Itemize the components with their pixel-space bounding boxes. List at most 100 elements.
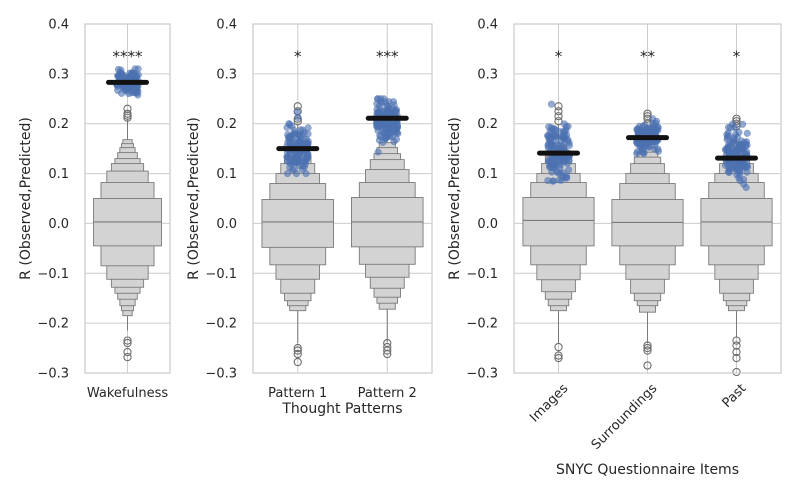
- category-group-pattern-2: ***: [351, 47, 424, 359]
- observed-point: [393, 129, 401, 137]
- y-tick-label: 0.2: [48, 117, 69, 132]
- observed-point: [743, 129, 751, 137]
- null-outlier: [293, 346, 302, 355]
- observed-point: [287, 135, 295, 143]
- observed-point: [562, 126, 570, 134]
- observed-point: [742, 142, 750, 150]
- null-outlier: [554, 112, 563, 121]
- null-outlier: [554, 353, 563, 363]
- observed-point: [386, 125, 394, 133]
- null-outlier: [123, 347, 132, 357]
- null-outlier: [383, 349, 392, 359]
- null-outlier: [123, 104, 132, 113]
- x-tick-label: Pattern 2: [358, 386, 417, 401]
- observed-point: [725, 166, 733, 174]
- observed-point: [742, 184, 750, 192]
- y-tick-label: 0.3: [216, 67, 237, 82]
- observed-point: [557, 137, 565, 145]
- observed-point: [117, 66, 125, 74]
- observed-point: [731, 146, 739, 154]
- observed-point: [387, 109, 395, 117]
- null-outlier: [554, 342, 563, 352]
- observed-point: [283, 157, 291, 165]
- observed-point: [733, 166, 741, 174]
- y-tick-label: 0.1: [216, 167, 237, 182]
- y-tick-label: −0.2: [466, 317, 498, 332]
- chart-panel-2: −0.3 −0.2 −0.1 0.0 0.1 0.2 0.3 0.4 R (Observed,P…: [186, 18, 433, 417]
- null-outlier: [643, 346, 652, 355]
- null-outlier: [293, 357, 302, 367]
- null-outlier: [554, 107, 563, 116]
- y-tick-label: −0.2: [37, 317, 69, 332]
- null-outlier: [554, 351, 563, 360]
- observed-point: [634, 126, 642, 134]
- y-tick-label: −0.1: [37, 267, 69, 282]
- y-axis-label: R (Observed,Predicted): [447, 117, 463, 280]
- observed-point: [633, 150, 641, 158]
- y-tick-label: 0.4: [216, 18, 237, 33]
- observed-point: [544, 140, 552, 148]
- observed-point: [722, 145, 730, 153]
- observed-point: [382, 98, 390, 106]
- observed-point: [651, 119, 659, 127]
- null-outlier: [643, 343, 652, 353]
- observed-point: [131, 65, 139, 73]
- y-tick-label: −0.2: [205, 317, 237, 332]
- y-tick-label: −0.3: [466, 367, 498, 382]
- plot-frame: [84, 23, 171, 374]
- observed-point: [375, 136, 383, 144]
- significance-label: **: [640, 47, 656, 65]
- observed-point: [304, 124, 312, 132]
- observed-point: [301, 157, 309, 165]
- observed-point: [544, 156, 552, 164]
- observed-point: [547, 100, 555, 108]
- null-outlier: [123, 352, 132, 362]
- null-outlier: [732, 353, 741, 363]
- observed-point: [295, 131, 303, 139]
- observed-point: [374, 148, 382, 156]
- y-axis-label: R (Observed,Predicted): [186, 117, 202, 280]
- plot-frame: [513, 23, 782, 374]
- null-outlier: [554, 102, 563, 111]
- category-group-images: *: [522, 47, 595, 363]
- observed-point: [740, 176, 748, 184]
- y-tick-label: 0.4: [477, 18, 498, 33]
- significance-label: *: [555, 47, 563, 65]
- x-tick-label: Images: [527, 381, 571, 425]
- category-group-wakefulness: ****: [93, 47, 162, 362]
- null-box: [261, 199, 335, 248]
- category-group-surroundings: **: [611, 47, 684, 370]
- observed-point: [546, 163, 554, 171]
- observed-point: [134, 71, 142, 79]
- null-outlier: [732, 336, 741, 345]
- significance-label: *: [294, 47, 302, 65]
- null-outlier: [732, 347, 741, 357]
- observed-point: [723, 133, 731, 141]
- significance-label: ****: [113, 47, 144, 65]
- null-outlier: [732, 114, 741, 123]
- y-axis-label: R (Observed,Predicted): [18, 117, 34, 280]
- chart-panel-1: −0.3 −0.2 −0.1 0.0 0.1 0.2 0.3 0.4 R (Observed,P…: [18, 18, 171, 401]
- null-outlier: [123, 338, 132, 348]
- y-tick-label: −0.3: [205, 367, 237, 382]
- x-tick-label: Wakefulness: [87, 386, 168, 401]
- category-group-pattern-1: *: [261, 47, 335, 367]
- observed-point: [290, 157, 298, 165]
- y-tick-label: 0.2: [216, 117, 237, 132]
- observed-point: [127, 84, 135, 92]
- y-tick-label: 0.3: [48, 67, 69, 82]
- observed-point: [654, 147, 662, 155]
- y-tick-label: 0.3: [477, 67, 498, 82]
- y-tick-label: −0.1: [205, 267, 237, 282]
- chart-panel-3: −0.3 −0.2 −0.1 0.0 0.1 0.2 0.3 0.4 R (Observed,P…: [447, 18, 782, 478]
- y-tick-label: −0.1: [466, 267, 498, 282]
- null-outlier: [123, 109, 132, 118]
- observed-point: [284, 170, 292, 178]
- null-outlier: [643, 361, 652, 370]
- observed-point: [739, 120, 747, 128]
- observed-point: [118, 89, 126, 97]
- observed-point: [552, 159, 560, 167]
- observed-point: [390, 101, 398, 109]
- null-outlier: [383, 346, 392, 355]
